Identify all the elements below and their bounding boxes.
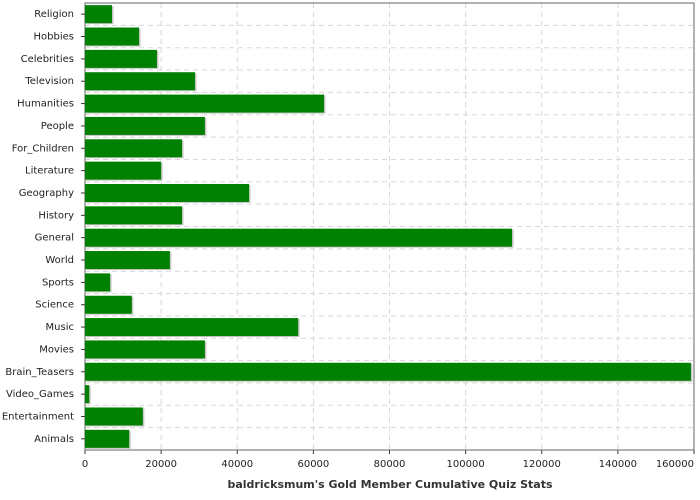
y-tick-label: For_Children	[12, 143, 74, 154]
x-tick-label: 0	[82, 459, 88, 470]
x-tick-label: 40000	[221, 459, 253, 470]
plot-frame	[84, 2, 695, 451]
bar	[85, 183, 250, 202]
bar	[85, 228, 513, 247]
bar	[85, 407, 143, 426]
x-tick-label: 80000	[374, 459, 406, 470]
bar	[85, 72, 196, 91]
y-tick-label: Brain_Teasers	[5, 367, 74, 378]
bar	[85, 139, 183, 158]
y-tick-label: Celebrities	[21, 54, 74, 65]
y-tick-label: Movies	[39, 344, 74, 355]
y-tick-label: Animals	[34, 434, 74, 445]
y-tick-label: Television	[24, 76, 74, 87]
x-tick-label: 20000	[145, 459, 177, 470]
bar	[85, 295, 132, 314]
y-tick-label: Humanities	[17, 99, 74, 110]
chart-title: baldricksmum's Gold Member Cumulative Qu…	[227, 478, 552, 491]
y-tick-label: Geography	[19, 188, 74, 199]
y-tick-label: People	[41, 121, 74, 132]
bar	[85, 94, 325, 113]
y-tick-label: World	[45, 255, 74, 266]
y-tick-label: Music	[46, 322, 74, 333]
bar	[85, 340, 205, 359]
y-tick-label: Religion	[34, 9, 74, 20]
x-tick-label: 160000	[656, 459, 694, 470]
y-tick-label: Literature	[25, 166, 74, 177]
bar	[85, 251, 170, 270]
y-tick-label: Entertainment	[2, 411, 74, 422]
bar	[85, 273, 111, 292]
bar	[85, 116, 205, 135]
bar	[85, 385, 90, 404]
bar	[85, 161, 162, 180]
y-tick-label: General	[35, 233, 74, 244]
bar	[85, 49, 157, 68]
x-tick-label: 140000	[599, 459, 637, 470]
y-tick-label: History	[38, 210, 74, 221]
bar	[85, 429, 130, 448]
y-tick-label: Video_Games	[6, 389, 74, 400]
bar	[85, 206, 183, 225]
bar	[85, 5, 113, 24]
y-tick-label: Hobbies	[34, 32, 74, 43]
y-tick-label: Science	[35, 300, 74, 311]
x-tick-label: 60000	[297, 459, 329, 470]
bar	[85, 362, 691, 381]
x-tick-label: 120000	[523, 459, 561, 470]
x-tick-label: 100000	[447, 459, 485, 470]
bar	[85, 318, 299, 337]
bar	[85, 27, 140, 46]
y-tick-label: Sports	[42, 277, 74, 288]
